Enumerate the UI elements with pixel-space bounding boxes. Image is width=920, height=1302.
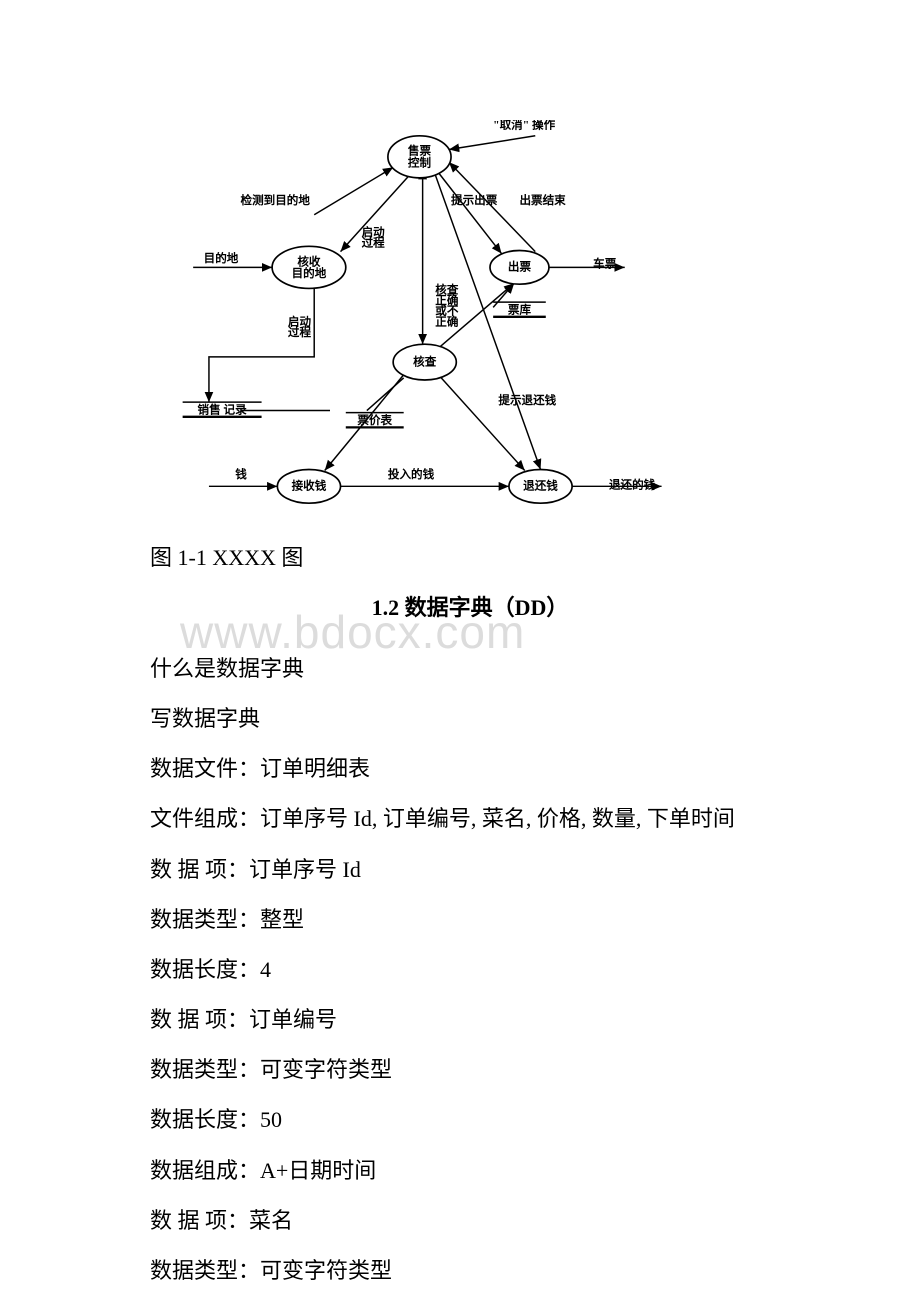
svg-text:退还的钱: 退还的钱 [609,477,656,491]
text-line: 数据长度：4 [150,945,790,995]
document-body: 图 1-1 XXXX 图 1.2 数据字典（DD） 什么是数据字典写数据字典数据… [150,540,790,1296]
svg-text:提示退还钱: 提示退还钱 [498,393,556,407]
svg-text:检测到目的地: 检测到目的地 [241,193,311,207]
text-line: 什么是数据字典 [150,644,790,694]
svg-text:票价表: 票价表 [357,413,392,427]
text-lines: 什么是数据字典写数据字典数据文件：订单明细表文件组成：订单序号 Id, 订单编号… [150,644,790,1296]
text-line: 数据类型：可变字符类型 [150,1246,790,1296]
text-line: 数据类型：整型 [150,895,790,945]
svg-text:车票: 车票 [593,256,617,270]
svg-text:出票: 出票 [508,260,532,274]
text-line: 数据组成：A+日期时间 [150,1146,790,1196]
text-line: 数据文件：订单明细表 [150,744,790,794]
svg-text:目的地: 目的地 [292,266,327,280]
svg-text:正确: 正确 [435,314,458,328]
svg-text:"取消" 操作: "取消" 操作 [493,120,555,131]
svg-text:过程: 过程 [288,325,312,339]
svg-text:投入的钱: 投入的钱 [388,467,435,481]
svg-text:过程: 过程 [362,235,386,249]
diagram-svg: 票库销售 记录票价表售票控制核收目的地出票核查接收钱退还钱"取消" 操作检测到目… [150,120,710,520]
svg-text:核查: 核查 [413,354,437,368]
svg-text:钱: 钱 [235,467,247,481]
flowchart-diagram: 票库销售 记录票价表售票控制核收目的地出票核查接收钱退还钱"取消" 操作检测到目… [150,120,710,520]
text-line: 数据长度：50 [150,1095,790,1145]
text-line: 文件组成：订单序号 Id, 订单编号, 菜名, 价格, 数量, 下单时间 [150,794,790,844]
svg-text:退还钱: 退还钱 [523,478,558,492]
text-line: 写数据字典 [150,694,790,744]
svg-text:销售 记录: 销售 记录 [198,403,248,417]
figure-caption: 图 1-1 XXXX 图 [150,540,790,572]
section-title: 1.2 数据字典（DD） [150,590,790,622]
svg-text:提示出票: 提示出票 [451,193,498,207]
text-line: 数 据 项：菜名 [150,1196,790,1246]
svg-text:出票结束: 出票结束 [519,193,566,207]
svg-text:控制: 控制 [408,155,431,169]
text-line: 数据类型：可变字符类型 [150,1045,790,1095]
text-line: 数 据 项：订单编号 [150,995,790,1045]
svg-text:目的地: 目的地 [204,251,239,265]
svg-text:接收钱: 接收钱 [292,478,327,492]
svg-text:票库: 票库 [508,303,532,317]
text-line: 数 据 项：订单序号 Id [150,845,790,895]
